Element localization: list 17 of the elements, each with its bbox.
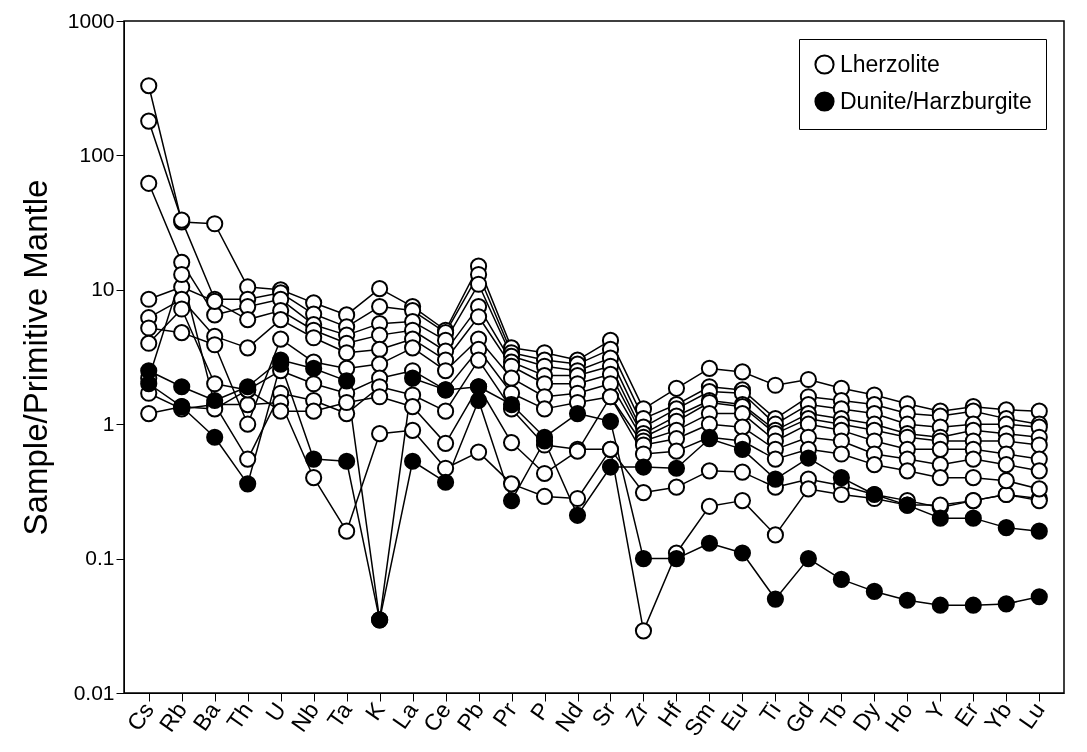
y-tick-label: 1: [102, 411, 115, 435]
x-tick-label: Ta: [321, 697, 358, 733]
x-tick-label: Y: [920, 697, 951, 725]
y-tick-label: 0.1: [85, 546, 115, 570]
y-axis-title: Sample/Primitive Mantle: [16, 179, 54, 536]
x-tick-label: Ti: [753, 697, 786, 728]
y-tick-label: 0.01: [73, 680, 115, 704]
y-tick-label: 10: [91, 277, 115, 301]
legend-label: Lherzolite: [840, 50, 940, 77]
x-tick-label: Pb: [451, 697, 489, 736]
x-tick-label: Sr: [586, 697, 622, 732]
y-tick-label: 1000: [67, 8, 115, 32]
x-tick-label: Zr: [620, 697, 654, 731]
x-tick-label: Eu: [715, 697, 753, 736]
x-tick-label: Pr: [487, 697, 523, 732]
legend-label: Dunite/Harzburgite: [840, 87, 1032, 114]
y-tick-label: 100: [79, 142, 115, 166]
